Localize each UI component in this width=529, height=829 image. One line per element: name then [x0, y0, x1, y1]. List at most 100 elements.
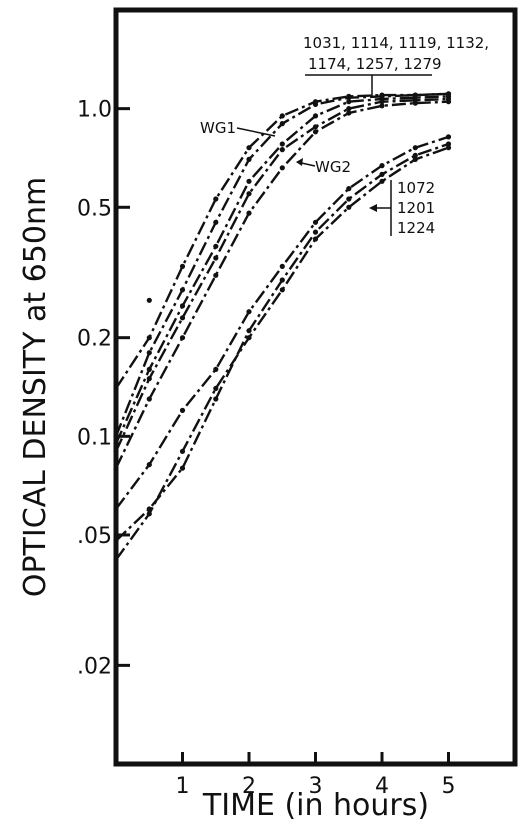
series-7-point: [246, 328, 252, 334]
series-7-point: [312, 229, 319, 235]
series-1-point: [146, 335, 152, 341]
annotation-lower-arrowhead: [369, 204, 377, 212]
series-8-point: [346, 204, 352, 210]
series-8-point: [213, 385, 219, 391]
series-4-point: [246, 191, 252, 197]
annotation-lower-1072: 1072: [397, 179, 435, 197]
series-6-point: [179, 407, 186, 413]
series-8-point: [312, 236, 319, 242]
series-7-point: [179, 465, 186, 471]
annotation-wg2: WG2: [296, 158, 351, 176]
x-tick-label: 1: [176, 774, 190, 799]
series-6-point: [113, 506, 119, 512]
series-7-point: [213, 396, 219, 402]
series-5-point: [113, 465, 119, 471]
series-3-point: [312, 113, 319, 119]
series-6-point: [346, 186, 352, 192]
y-tick-label: 1.0: [77, 98, 112, 123]
y-axis-ticks: 1.0 0.5 0.2 0.1 .05 .02: [77, 98, 130, 679]
series-3-point: [346, 99, 352, 105]
annotation-wg2-arrowhead: [296, 158, 303, 166]
series-7-point: [279, 277, 285, 283]
series-2-point: [346, 95, 352, 101]
plot-frame: [113, 7, 518, 767]
series-7-point: [346, 196, 352, 202]
series-8-point: [379, 178, 385, 184]
series-7-point: [113, 538, 119, 544]
series-7-point: [445, 141, 452, 147]
series-6-point: [213, 366, 219, 372]
series-8-point: [146, 511, 152, 517]
series-4-point: [346, 106, 352, 112]
series-4-point: [312, 124, 319, 130]
series-2-point: [312, 101, 319, 107]
series-5-point: [179, 335, 186, 341]
series-2-point: [146, 350, 152, 356]
series-5-point: [279, 165, 285, 171]
series-2-point: [246, 156, 252, 162]
annotation-lower-1224: 1224: [397, 219, 435, 237]
y-tick-label: 0.2: [77, 327, 112, 352]
annotation-wg2-label: WG2: [315, 158, 351, 176]
stray-point: [146, 297, 152, 303]
series-1-point: [246, 145, 252, 151]
series-5-point: [346, 110, 352, 116]
annotation-wg1-leader: [236, 127, 276, 137]
series-2-point: [213, 219, 219, 225]
series-8-point: [445, 145, 452, 151]
series-5-point: [379, 103, 385, 109]
series-line-1: [114, 92, 449, 390]
series-4-point: [279, 147, 285, 153]
series-7-point: [412, 152, 418, 158]
series-6-point: [279, 263, 285, 269]
y-tick-label: .05: [77, 524, 112, 549]
series-6-point: [312, 219, 319, 225]
x-tick-label: 5: [442, 774, 456, 799]
series-5-point: [146, 396, 152, 402]
series-layer: [114, 92, 449, 561]
series-1-point: [179, 263, 186, 269]
series-6-point: [445, 134, 452, 140]
series-3-point: [246, 178, 252, 184]
series-3-point: [113, 441, 119, 447]
series-6-point: [412, 145, 418, 151]
annotation-top-group: 1031, 1114, 1119, 1132, 1174, 1257, 1279: [303, 34, 489, 98]
points-layer: [113, 91, 452, 563]
series-6-point: [379, 163, 385, 169]
x-axis-title: TIME (in hours): [202, 788, 429, 823]
y-tick-label: .02: [77, 654, 112, 679]
series-4-point: [179, 315, 186, 321]
annotation-wg1-label: WG1: [200, 119, 236, 137]
series-5-point: [312, 129, 319, 135]
x-axis-ticks: 1 2 3 4 5: [176, 752, 456, 799]
series-8-point: [113, 557, 119, 563]
y-axis-title: OPTICAL DENSITY at 650nm: [18, 177, 53, 597]
annotation-wg1: WG1: [200, 119, 276, 137]
series-8-point: [246, 335, 252, 341]
series-1-point: [113, 385, 119, 391]
x-tick-label: 2: [242, 774, 256, 799]
series-5-point: [412, 100, 418, 106]
y-tick-label: 0.1: [77, 425, 112, 450]
series-8-point: [412, 156, 418, 162]
series-8-point: [179, 448, 186, 454]
series-2-point: [179, 287, 186, 293]
series-3-point: [179, 303, 186, 309]
series-3-point: [146, 366, 152, 372]
annotation-top-line1: 1031, 1114, 1119, 1132,: [303, 34, 489, 52]
series-line-8: [115, 146, 449, 561]
series-3-point: [213, 243, 219, 249]
series-5-point: [246, 210, 252, 216]
series-1-point: [213, 196, 219, 202]
series-3-point: [279, 141, 285, 147]
y-tick-label: 0.5: [77, 196, 112, 221]
series-8-point: [279, 287, 285, 293]
series-5-point: [213, 272, 219, 278]
series-2-point: [279, 121, 285, 127]
series-1-point: [279, 113, 285, 119]
series-7-point: [379, 171, 385, 177]
series-6-point: [246, 309, 252, 315]
series-5-point: [445, 99, 452, 105]
annotation-lower-group: 1072 1201 1224: [369, 179, 435, 237]
